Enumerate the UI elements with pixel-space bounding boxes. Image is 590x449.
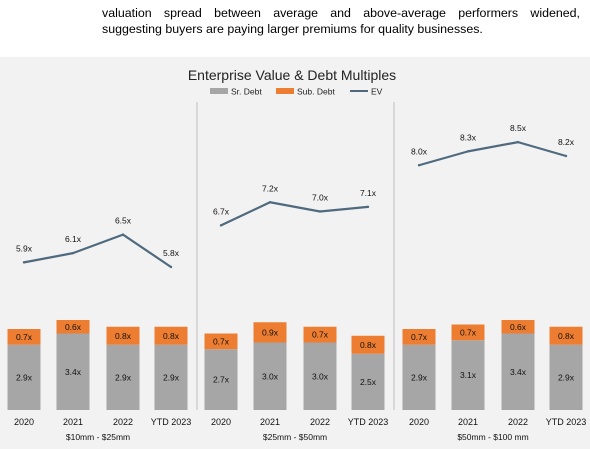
sr-debt-label: 3.0x	[262, 371, 279, 381]
sub-debt-label: 0.7x	[460, 327, 477, 337]
sr-debt-label: 3.4x	[65, 367, 82, 377]
plot-area: 2.9x 0.7x 2020 5.9x 3.4x 0.6x 2021 6.1x 2.9x 0.8x…	[7, 102, 587, 442]
ev-data-label: 6.1x	[65, 234, 82, 244]
sub-debt-bar	[549, 326, 583, 345]
chart-title: Enterprise Value & Debt Multiples	[188, 67, 396, 83]
legend-label-sr-debt: Sr. Debt	[231, 87, 262, 97]
x-tick-label: YTD 2023	[348, 417, 389, 427]
sub-debt-label: 0.8x	[558, 331, 575, 341]
ev-data-label: 8.0x	[411, 146, 428, 156]
ev-data-label: 6.5x	[115, 216, 132, 226]
legend-swatch-sub-debt	[276, 88, 294, 94]
sub-debt-bar	[253, 322, 287, 343]
sub-debt-bar	[204, 333, 238, 350]
sub-debt-bar	[7, 329, 41, 345]
sub-debt-label: 0.9x	[262, 327, 279, 337]
legend-label-sub-debt: Sub. Debt	[297, 87, 335, 97]
sub-debt-label: 0.7x	[213, 336, 230, 346]
x-tick-label: YTD 2023	[546, 417, 587, 427]
sr-debt-label: 2.5x	[360, 377, 377, 387]
sub-debt-bar	[303, 326, 337, 343]
sr-debt-bar	[351, 353, 385, 410]
sr-debt-bar	[549, 344, 583, 410]
ev-data-label: 8.2x	[558, 137, 575, 147]
sr-debt-bar	[303, 342, 337, 410]
sub-debt-bar	[351, 335, 385, 354]
sr-debt-label: 3.4x	[510, 367, 527, 377]
group-label: $10mm - $25mm	[66, 432, 130, 442]
legend-label-ev: EV	[371, 87, 383, 97]
x-tick-label: 2022	[113, 417, 133, 427]
ev-line	[220, 201, 369, 227]
sr-debt-bar	[106, 344, 140, 410]
sub-debt-label: 0.7x	[411, 332, 428, 342]
x-tick-label: 2022	[310, 417, 330, 427]
sr-debt-label: 2.9x	[115, 372, 132, 382]
sr-debt-bar	[7, 344, 41, 410]
sr-debt-label: 2.9x	[163, 372, 180, 382]
sr-debt-label: 2.9x	[16, 372, 33, 382]
ev-data-label: 6.7x	[213, 206, 230, 216]
sr-debt-bar	[56, 333, 90, 410]
x-tick-label: 2021	[63, 417, 83, 427]
sr-debt-label: 3.0x	[312, 371, 329, 381]
sr-debt-bar	[402, 344, 436, 410]
x-tick-label: 2021	[260, 417, 280, 427]
sub-debt-label: 0.8x	[115, 331, 132, 341]
chart-panel: Enterprise Value & Debt Multiples Sr. De…	[0, 57, 590, 449]
sub-debt-label: 0.6x	[65, 322, 82, 332]
ev-data-label: 5.9x	[16, 243, 33, 253]
sub-debt-label: 0.8x	[360, 340, 377, 350]
sub-debt-label: 0.8x	[163, 331, 180, 341]
group-label: $50mm - $100 mm	[457, 432, 528, 442]
sr-debt-label: 2.9x	[558, 372, 575, 382]
x-tick-label: 2022	[508, 417, 528, 427]
sr-debt-label: 3.1x	[460, 370, 477, 380]
sr-debt-bar	[451, 340, 485, 410]
legend-swatch-sr-debt	[210, 88, 228, 94]
ev-data-label: 8.3x	[460, 132, 477, 142]
sr-debt-label: 2.7x	[213, 375, 230, 385]
legend: Sr. Debt Sub. Debt EV	[210, 87, 383, 97]
sub-debt-label: 0.6x	[510, 322, 527, 332]
ev-line	[23, 233, 172, 268]
x-tick-label: YTD 2023	[151, 417, 192, 427]
ev-debt-chart: Enterprise Value & Debt Multiples Sr. De…	[7, 67, 587, 442]
ev-data-label: 8.5x	[510, 123, 527, 133]
ev-data-label: 7.1x	[360, 188, 377, 198]
x-tick-label: 2021	[458, 417, 478, 427]
sub-debt-label: 0.7x	[312, 330, 329, 340]
sub-debt-bar	[402, 329, 436, 345]
sr-debt-bar	[253, 342, 287, 410]
sub-debt-label: 0.7x	[16, 332, 33, 342]
sub-debt-bar	[106, 326, 140, 345]
ev-data-label: 5.8x	[163, 248, 180, 258]
x-tick-label: 2020	[409, 417, 429, 427]
sub-debt-bar	[154, 326, 188, 345]
ev-data-label: 7.2x	[262, 183, 279, 193]
x-tick-label: 2020	[14, 417, 34, 427]
sub-debt-bar	[451, 324, 485, 341]
intro-paragraph: valuation spread between average and abo…	[102, 6, 580, 36]
x-tick-label: 2020	[211, 417, 231, 427]
group-label: $25mm - $50mm	[263, 432, 327, 442]
sub-debt-bar	[501, 320, 535, 334]
sr-debt-bar	[501, 333, 535, 410]
ev-line	[418, 141, 567, 167]
sr-debt-label: 2.9x	[411, 372, 428, 382]
sr-debt-bar	[204, 349, 238, 410]
ev-data-label: 7.0x	[312, 193, 329, 203]
sr-debt-bar	[154, 344, 188, 410]
sub-debt-bar	[56, 320, 90, 334]
